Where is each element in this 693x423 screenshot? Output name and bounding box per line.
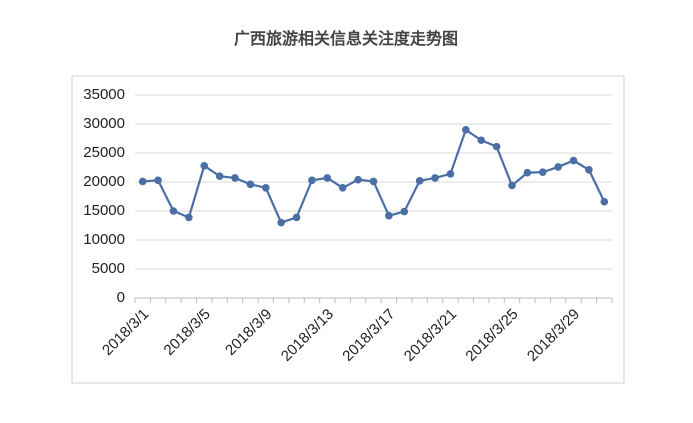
- point: [354, 175, 362, 184]
- point: [523, 168, 532, 177]
- point: [600, 197, 609, 206]
- x-tick-label: 2018/3/5: [161, 306, 214, 359]
- point: [246, 180, 255, 189]
- point: [338, 184, 347, 192]
- point: [385, 211, 393, 220]
- point: [415, 177, 424, 185]
- y-tick-label: 10000: [83, 231, 125, 248]
- x-tick-label: 2018/3/17: [339, 306, 398, 365]
- point: [292, 213, 301, 222]
- chart-title: 广西旅游相关信息关注度走势图: [234, 29, 458, 48]
- y-tick-label: 5000: [92, 260, 125, 277]
- x-tick-label: 2018/3/9: [222, 306, 275, 359]
- point: [585, 166, 593, 174]
- point: [492, 142, 501, 151]
- point: [462, 126, 470, 134]
- point: [231, 174, 239, 182]
- point: [154, 176, 162, 185]
- y-tick-label: 30000: [83, 115, 125, 132]
- point: [261, 184, 270, 192]
- y-tick-label: 0: [117, 289, 125, 306]
- point: [200, 161, 209, 170]
- point: [308, 176, 316, 185]
- x-tick-label: 2018/3/29: [524, 306, 583, 365]
- point: [477, 136, 486, 145]
- y-tick-label: 35000: [83, 86, 125, 103]
- point: [215, 172, 224, 180]
- point: [138, 177, 147, 186]
- point: [185, 213, 193, 222]
- point: [554, 163, 562, 171]
- line: [142, 128, 606, 224]
- x-tick-label: 2018/3/25: [462, 306, 521, 365]
- point: [369, 177, 378, 186]
- point: [508, 181, 516, 190]
- x-tick-label: 2018/3/21: [401, 306, 460, 365]
- point: [277, 218, 285, 227]
- point: [431, 174, 439, 182]
- chart-frame: [71, 75, 625, 384]
- x-tick-label: 2018/3/1: [99, 306, 152, 359]
- y-tick-label: 15000: [83, 202, 125, 219]
- y-tick-label: 20000: [83, 173, 125, 190]
- x-tick-label: 2018/3/13: [278, 306, 337, 365]
- point: [446, 170, 455, 178]
- point: [323, 174, 332, 182]
- point: [169, 207, 178, 215]
- point: [569, 156, 578, 165]
- point: [400, 207, 409, 216]
- y-tick-label: 25000: [83, 144, 125, 161]
- point: [538, 168, 547, 176]
